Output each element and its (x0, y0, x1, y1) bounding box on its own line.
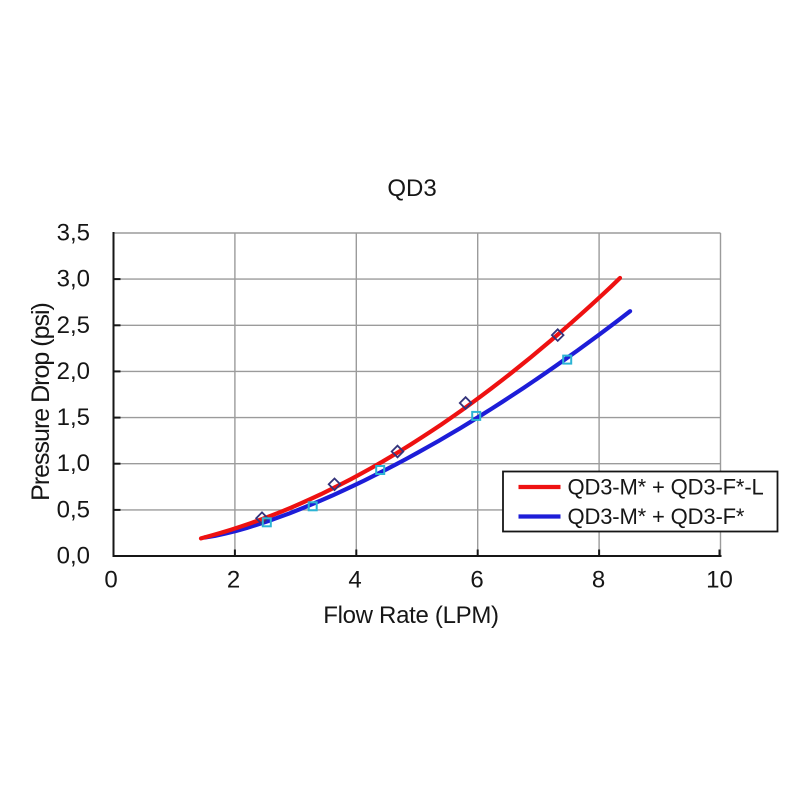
svg-text:8: 8 (592, 567, 605, 594)
svg-text:2,0: 2,0 (57, 358, 90, 385)
svg-text:10: 10 (706, 567, 733, 594)
svg-text:6: 6 (470, 567, 483, 594)
svg-text:3,5: 3,5 (57, 220, 90, 247)
svg-text:2,5: 2,5 (57, 312, 90, 339)
svg-text:0,5: 0,5 (57, 496, 90, 523)
svg-text:2: 2 (227, 567, 240, 594)
svg-text:1,5: 1,5 (57, 404, 90, 431)
svg-text:QD3-M* + QD3-F*: QD3-M* + QD3-F* (568, 504, 745, 529)
svg-text:QD3-M* + QD3-F*-L: QD3-M* + QD3-F*-L (568, 475, 764, 500)
svg-text:QD3: QD3 (387, 175, 436, 202)
svg-text:0: 0 (104, 567, 117, 594)
svg-text:4: 4 (348, 567, 361, 594)
svg-text:3,0: 3,0 (57, 266, 90, 293)
svg-text:Pressure Drop (psi): Pressure Drop (psi) (27, 303, 55, 501)
svg-text:0,0: 0,0 (57, 543, 90, 570)
svg-text:1,0: 1,0 (57, 450, 90, 477)
svg-text:Flow Rate (LPM): Flow Rate (LPM) (323, 602, 499, 629)
